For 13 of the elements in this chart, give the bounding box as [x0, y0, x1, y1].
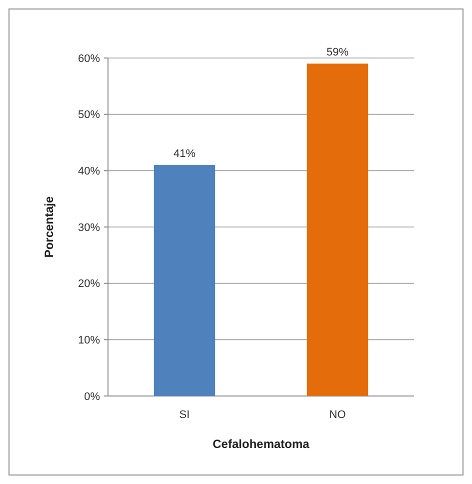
- y-tick-label: 20%: [78, 278, 100, 290]
- x-tick-label: SI: [179, 409, 190, 421]
- y-tick-label: 50%: [78, 109, 100, 122]
- y-tick-label: 60%: [78, 52, 100, 65]
- data-label: 41%: [173, 148, 196, 160]
- data-label: 59%: [326, 46, 349, 59]
- y-tick-label: 30%: [78, 222, 100, 234]
- y-tick-label: 40%: [78, 166, 100, 178]
- x-tick-label: NO: [329, 409, 346, 421]
- y-tick-label: 10%: [78, 334, 100, 347]
- y-axis-title: Porcentaje: [42, 196, 56, 258]
- x-axis-title: Cefalohematoma: [212, 437, 310, 451]
- y-tick-label: 0%: [84, 390, 100, 403]
